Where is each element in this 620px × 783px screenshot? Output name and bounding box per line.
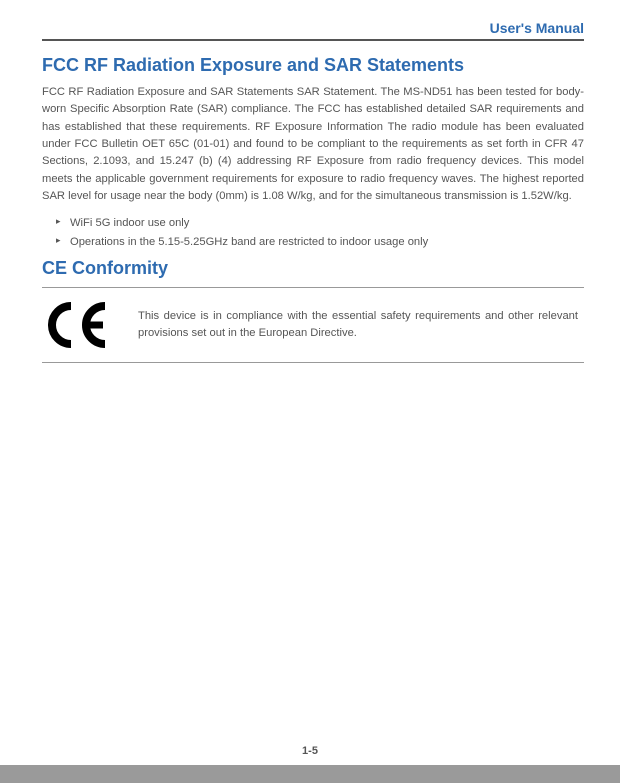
bullet-item: WiFi 5G indoor use only: [56, 214, 584, 233]
ce-conformity-box: This device is in compliance with the es…: [42, 287, 584, 363]
fcc-bullets: WiFi 5G indoor use only Operations in th…: [56, 214, 584, 252]
page-number: 1-5: [0, 745, 620, 757]
manual-page: User's Manual FCC RF Radiation Exposure …: [0, 0, 620, 783]
ce-body: This device is in compliance with the es…: [138, 308, 578, 342]
header-title: User's Manual: [42, 20, 584, 41]
footer-bar: [0, 765, 620, 783]
bullet-item: Operations in the 5.15-5.25GHz band are …: [56, 233, 584, 252]
ce-mark-icon: [48, 302, 114, 348]
fcc-heading: FCC RF Radiation Exposure and SAR Statem…: [42, 55, 584, 76]
ce-heading: CE Conformity: [42, 258, 584, 279]
fcc-body: FCC RF Radiation Exposure and SAR Statem…: [42, 84, 584, 206]
